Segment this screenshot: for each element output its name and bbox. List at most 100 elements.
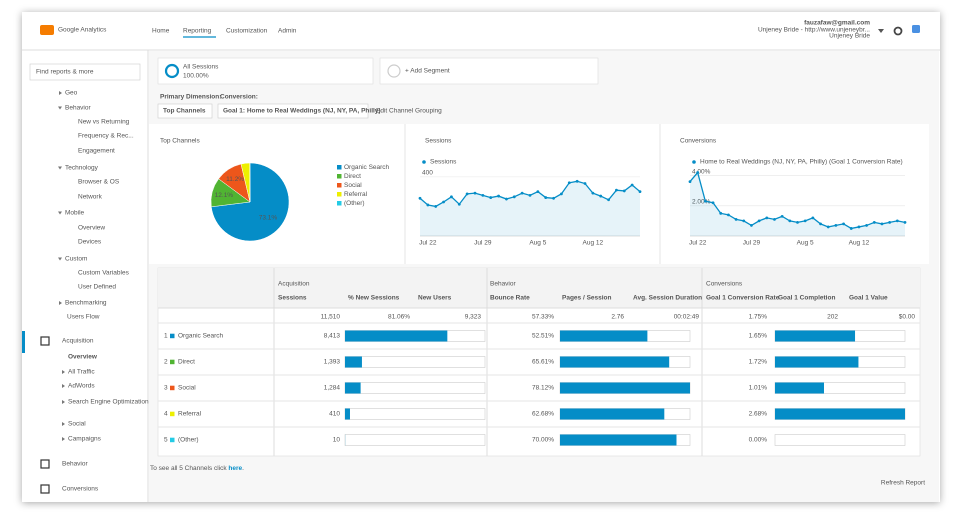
section-icon xyxy=(40,484,50,494)
column-header[interactable]: Goal 1 Value xyxy=(849,295,888,302)
row-channel[interactable]: Social xyxy=(178,385,196,392)
row-channel[interactable]: Organic Search xyxy=(178,333,224,340)
column-header[interactable]: Avg. Session Duration xyxy=(633,295,702,302)
bar xyxy=(345,408,350,420)
nav-item[interactable]: Campaigns xyxy=(68,436,102,443)
nav-link[interactable]: Admin xyxy=(278,28,297,35)
column-header[interactable]: Pages / Session xyxy=(562,295,612,302)
slice-label: 11.2% xyxy=(226,176,244,183)
nav-item[interactable]: Engagement xyxy=(78,148,115,155)
point xyxy=(442,200,445,204)
point xyxy=(630,183,634,187)
column-header[interactable]: Bounce Rate xyxy=(490,295,530,302)
total-value: 2.76 xyxy=(611,314,624,321)
footer-text-end: . xyxy=(242,465,244,472)
bar xyxy=(560,382,690,394)
row-channel[interactable]: Direct xyxy=(178,359,195,366)
conversion-select xyxy=(217,103,369,119)
expand-arrow xyxy=(62,384,65,388)
nav-item[interactable]: Devices xyxy=(78,239,102,246)
cell-value: 70.00% xyxy=(532,437,554,444)
refresh-link[interactable]: Refresh Report xyxy=(881,480,925,487)
legend-dot xyxy=(422,160,426,164)
nav-item[interactable]: All Traffic xyxy=(68,369,95,376)
conversion-value[interactable]: Goal 1: Home to Real Weddings (NJ, NY, P… xyxy=(223,108,381,115)
nav-item[interactable]: Users Flow xyxy=(67,314,100,321)
nav-item[interactable]: Benchmarking xyxy=(65,300,107,307)
collapse-arrow xyxy=(58,106,62,110)
nav-item[interactable]: Frequency & Rec... xyxy=(78,133,134,140)
legend-label: Organic Search xyxy=(344,164,390,171)
x-tick-label: Aug 12 xyxy=(583,240,604,247)
x-tick-label: Aug 12 xyxy=(849,240,870,247)
point xyxy=(888,221,892,224)
column-header[interactable]: New Users xyxy=(418,295,452,302)
column-header[interactable]: Goal 1 Conversion Rate xyxy=(706,295,780,302)
dimension-value[interactable]: Top Channels xyxy=(163,108,206,115)
nav-item[interactable]: Geo xyxy=(65,90,78,97)
bar xyxy=(345,356,362,368)
row-channel[interactable]: (Other) xyxy=(178,437,199,444)
nav-item[interactable]: Mobile xyxy=(65,210,85,217)
nav-link[interactable]: Home xyxy=(152,28,170,35)
point xyxy=(497,194,500,198)
account-dropdown[interactable] xyxy=(878,29,884,33)
segment-name: All Sessions xyxy=(183,64,219,71)
nav-item[interactable]: Overview xyxy=(78,225,105,232)
point xyxy=(750,224,753,227)
legend-label: Referral xyxy=(344,191,368,198)
point xyxy=(465,192,469,196)
column-header[interactable]: Goal 1 Completion xyxy=(778,295,835,302)
nav-item[interactable]: Technology xyxy=(65,165,99,172)
slice-label: 12.1% xyxy=(215,192,234,199)
footer-text: To see all 5 Channels click here. xyxy=(150,465,244,472)
point xyxy=(765,216,769,220)
edit-grouping[interactable]: Edit Channel Grouping xyxy=(376,108,442,115)
group-header: Conversions xyxy=(706,281,743,288)
point xyxy=(903,221,907,224)
point xyxy=(481,193,485,197)
point xyxy=(788,219,792,223)
nav-item[interactable]: Overview xyxy=(68,354,98,361)
nav-item[interactable]: Network xyxy=(78,194,103,201)
x-tick-label: Jul 29 xyxy=(743,240,761,247)
legend-label: Sessions xyxy=(430,159,457,166)
footer-link[interactable]: here xyxy=(228,465,242,472)
nav-item[interactable]: Conversions xyxy=(62,486,99,493)
cell-value: 1,393 xyxy=(324,359,341,366)
settings-icon[interactable] xyxy=(893,26,903,36)
search-input[interactable]: Find reports & more xyxy=(36,69,94,76)
area xyxy=(420,181,640,236)
column-header[interactable]: % New Sessions xyxy=(348,295,400,302)
nav-item[interactable]: Browser & OS xyxy=(78,179,120,186)
nav-link[interactable]: Reporting xyxy=(183,28,212,35)
nav-link[interactable]: Customization xyxy=(226,28,268,35)
expand-arrow xyxy=(62,422,65,426)
column-header[interactable]: Sessions xyxy=(278,295,307,302)
bar-track xyxy=(774,434,906,446)
nav-item[interactable]: Behavior xyxy=(62,461,88,468)
account-email: fauzafaw@gmail.com xyxy=(804,20,870,27)
legend-swatch xyxy=(337,201,342,206)
nav-item[interactable]: Custom xyxy=(65,256,87,263)
legend-label: Direct xyxy=(344,173,361,180)
cell-value: 78.12% xyxy=(532,385,554,392)
nav-item[interactable]: New vs Returning xyxy=(78,119,130,126)
cell-value: 52.51% xyxy=(532,333,554,340)
chart-title: Top Channels xyxy=(160,138,200,145)
expand-arrow xyxy=(59,91,62,95)
nav-item[interactable]: Behavior xyxy=(65,105,91,112)
nav-item[interactable]: Search Engine Optimization xyxy=(68,399,149,406)
point xyxy=(457,202,461,206)
nav-item[interactable]: User Defined xyxy=(78,284,116,291)
nav-item[interactable]: Acquisition xyxy=(62,338,94,345)
bar xyxy=(560,434,677,446)
segment-add-label[interactable]: + Add Segment xyxy=(405,68,450,75)
nav-item[interactable]: Custom Variables xyxy=(78,270,130,277)
row-channel[interactable]: Referral xyxy=(178,411,202,418)
nav-item[interactable]: AdWords xyxy=(68,383,95,390)
segment-circle xyxy=(164,63,180,79)
point xyxy=(575,179,579,183)
nav-item[interactable]: Social xyxy=(68,421,86,428)
point xyxy=(520,191,524,195)
